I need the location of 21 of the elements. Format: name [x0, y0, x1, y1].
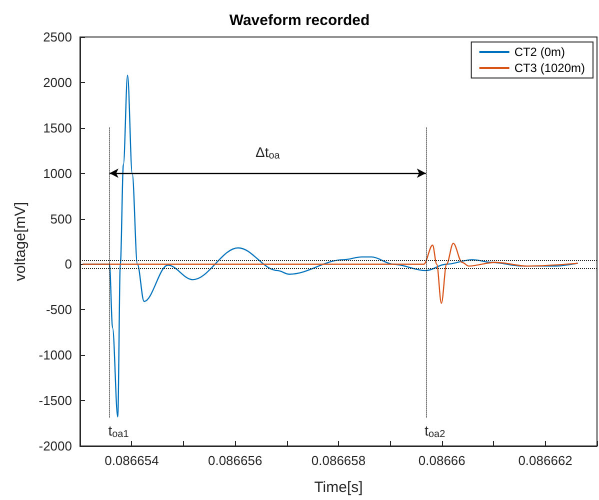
x-tick-label: 0.08666 — [418, 453, 466, 468]
y-tick-label: -2000 — [38, 438, 72, 454]
legend-label: CT3 (1020m) — [514, 61, 586, 75]
y-tick-label: -1500 — [38, 393, 72, 408]
y-tick-label: -1000 — [38, 348, 72, 363]
y-tick-label: 0 — [64, 256, 72, 272]
chart-title: Waveform recorded — [229, 12, 370, 29]
y-tick-label: 500 — [50, 211, 72, 226]
y-tick-label: 1500 — [43, 120, 72, 136]
y-tick-label: 1000 — [43, 166, 72, 181]
legend-label: CT2 (0m) — [514, 45, 565, 59]
line-series — [82, 242, 578, 304]
x-tick-label: 0.086658 — [311, 453, 366, 468]
y-tick-label: 2000 — [43, 74, 72, 90]
x-axis-title: Time[s] — [314, 479, 363, 496]
y-axis-title: voltage[mV] — [12, 202, 29, 282]
x-tick-label: 0.086662 — [518, 453, 572, 468]
y-tick-label: -500 — [46, 302, 72, 318]
x-tick-label: 0.086656 — [208, 453, 262, 468]
x-tick-label: 0.086654 — [104, 453, 159, 468]
y-tick-label: 2500 — [43, 30, 72, 44]
